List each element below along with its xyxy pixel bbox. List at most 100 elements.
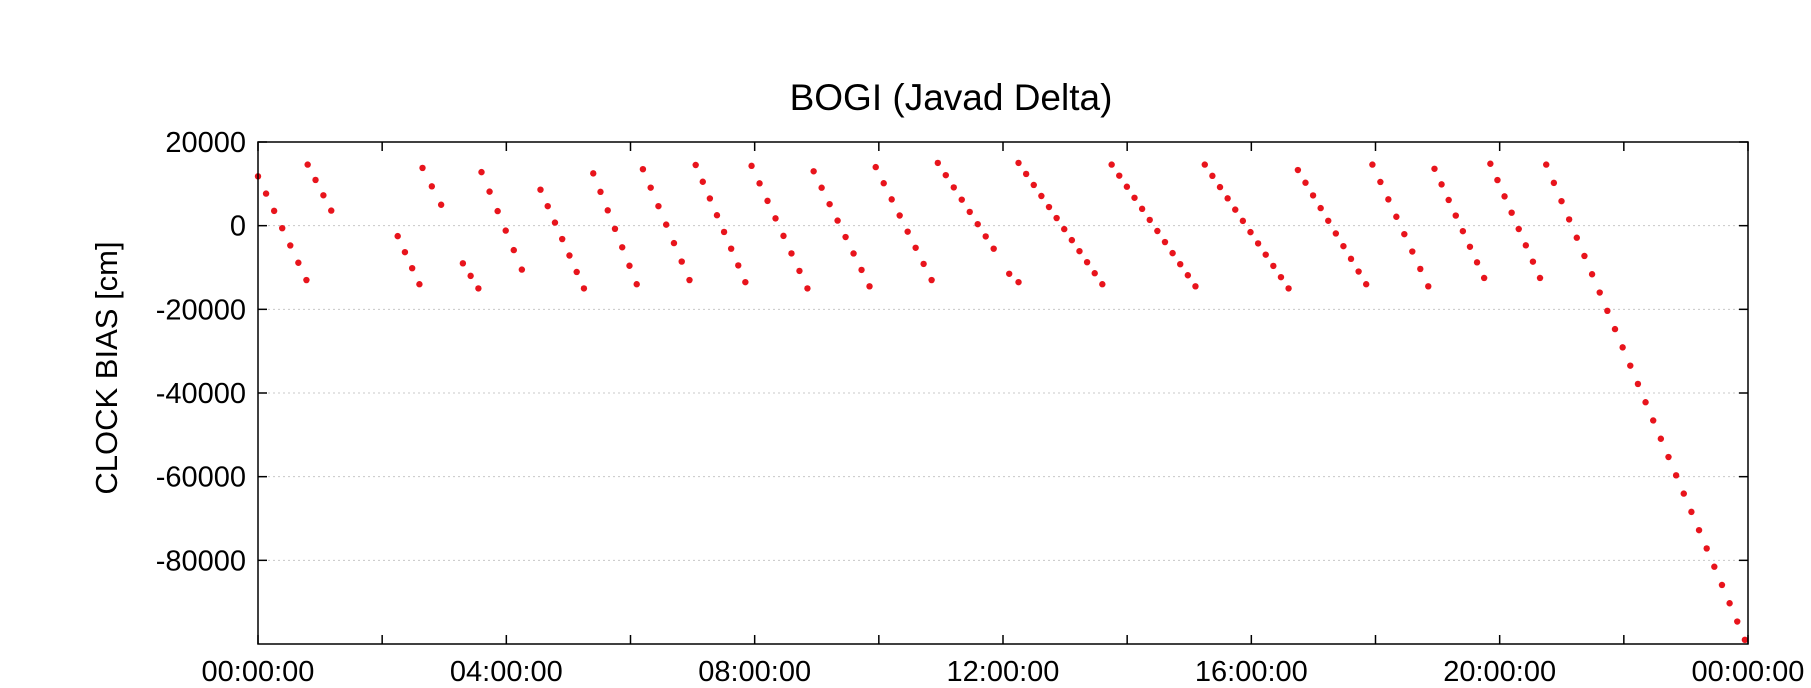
y-tick-label: 20000	[165, 127, 246, 159]
x-tick-label: 00:00:00	[202, 656, 315, 688]
data-point	[713, 212, 721, 219]
data-point	[1262, 251, 1269, 258]
data-point	[597, 188, 604, 196]
data-point	[1325, 217, 1332, 224]
data-point	[1619, 344, 1626, 351]
y-axis-label: CLOCK BIAS [cm]	[89, 241, 124, 494]
x-tick-label: 20:00:00	[1443, 656, 1556, 688]
y-tick-label: -40000	[156, 378, 246, 410]
data-point	[287, 242, 294, 249]
data-point	[486, 188, 493, 195]
data-point	[1355, 268, 1362, 275]
data-point	[942, 171, 949, 179]
data-point	[1192, 283, 1199, 290]
x-tick-label: 04:00:00	[450, 656, 563, 688]
data-point	[1515, 225, 1522, 233]
y-tick-labels: 20000 0 -20000 -40000 -60000 -80000	[156, 127, 246, 577]
data-point	[880, 180, 887, 187]
data-point	[1154, 227, 1161, 235]
data-point	[1006, 270, 1013, 277]
data-point	[1452, 212, 1459, 219]
data-point	[1146, 216, 1153, 224]
data-point	[1543, 161, 1550, 168]
data-point	[1703, 545, 1710, 552]
data-point	[1169, 249, 1176, 257]
data-point	[1665, 453, 1672, 461]
data-point	[408, 264, 416, 272]
data-point	[958, 196, 965, 203]
data-point	[320, 192, 327, 199]
data-point	[1596, 289, 1603, 296]
data-point	[1565, 216, 1573, 223]
data-point	[1099, 281, 1106, 288]
data-point	[428, 183, 436, 190]
data-point	[1588, 271, 1596, 278]
data-point	[1224, 195, 1231, 202]
y-tick-label: -20000	[156, 294, 246, 326]
data-point	[1385, 196, 1392, 203]
data-point	[896, 212, 903, 219]
data-point	[1309, 192, 1317, 199]
data-point	[1573, 234, 1580, 241]
data-point	[866, 283, 873, 290]
data-point	[559, 235, 566, 243]
data-point	[1650, 417, 1657, 424]
data-point	[1494, 176, 1501, 184]
data-point	[692, 161, 699, 169]
data-point	[1076, 247, 1083, 255]
data-point	[1116, 172, 1123, 179]
data-point	[655, 202, 662, 210]
axis-ticks	[257, 141, 1749, 644]
data-point	[1417, 265, 1424, 273]
data-point	[1604, 307, 1611, 315]
data-point	[1091, 270, 1098, 277]
data-point	[1657, 435, 1665, 442]
data-point	[1254, 240, 1262, 247]
data-point	[1487, 160, 1494, 167]
data-point	[502, 227, 509, 234]
data-point	[1672, 472, 1680, 479]
data-point	[401, 248, 409, 256]
data-point	[1634, 380, 1642, 388]
data-point	[1045, 203, 1053, 211]
y-tick-label: -80000	[156, 545, 246, 577]
data-point	[475, 285, 482, 292]
data-point	[295, 259, 302, 266]
data-point	[1438, 181, 1445, 188]
data-point	[974, 220, 981, 228]
data-point	[647, 184, 654, 191]
data-point	[494, 207, 501, 215]
data-point	[1277, 273, 1285, 281]
data-point	[478, 168, 485, 176]
data-point	[742, 278, 749, 286]
data-point	[1711, 563, 1718, 570]
data-point	[604, 207, 611, 214]
data-point	[1083, 258, 1091, 266]
data-point	[720, 228, 728, 236]
data-point	[518, 266, 526, 273]
data-point	[1536, 274, 1544, 282]
data-point	[756, 180, 763, 187]
gridlines	[258, 225, 1748, 561]
data-point	[804, 285, 811, 292]
data-point	[888, 196, 895, 203]
x-tick-label: 16:00:00	[1195, 656, 1308, 688]
data-point	[826, 200, 833, 208]
data-point	[1270, 262, 1277, 270]
data-point	[419, 164, 426, 172]
data-point	[279, 224, 286, 232]
data-point	[1377, 178, 1384, 186]
data-point	[934, 159, 942, 167]
data-point	[1161, 238, 1169, 246]
data-point	[590, 170, 597, 177]
data-point	[764, 197, 771, 205]
data-point	[1362, 281, 1370, 288]
data-point	[928, 276, 935, 284]
data-point	[1216, 183, 1224, 191]
data-point	[573, 268, 580, 276]
data-point	[1558, 197, 1565, 205]
data-point	[1138, 205, 1146, 213]
data-point	[1201, 161, 1208, 168]
data-point	[686, 276, 693, 284]
